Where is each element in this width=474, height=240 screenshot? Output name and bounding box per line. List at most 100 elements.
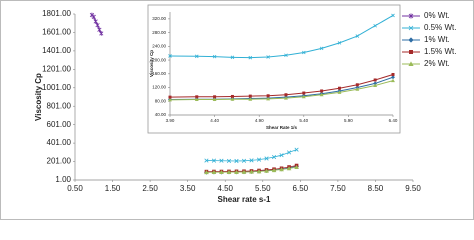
legend-marker [408, 25, 414, 31]
y-tick-label: 1601.00 [42, 28, 71, 37]
y-tick-label: 40.00 [155, 112, 167, 117]
marker [266, 94, 270, 98]
marker [284, 53, 288, 58]
legend-label: 1.5% Wt. [424, 47, 456, 56]
marker [168, 97, 172, 102]
x-tick-label: 6.40 [389, 118, 398, 123]
marker [97, 27, 102, 33]
marker [213, 95, 217, 99]
marker [337, 41, 342, 45]
marker [204, 158, 209, 163]
marker [95, 22, 100, 28]
x-tick-label: 1.50 [105, 184, 121, 193]
x-tick-label: 5.90 [344, 118, 353, 123]
marker [266, 55, 270, 59]
marker [337, 86, 341, 90]
marker [212, 97, 217, 102]
y-tick-label: 801.00 [47, 101, 72, 110]
marker [319, 46, 324, 51]
x-tick-label: 0.50 [67, 184, 83, 193]
marker [391, 78, 395, 83]
marker [248, 55, 253, 60]
marker [302, 50, 306, 55]
y-tick-label: 240.00 [152, 44, 166, 49]
y-tick-label: 1801.00 [42, 9, 71, 18]
y-tick-label: 320.00 [152, 16, 166, 21]
marker [320, 89, 324, 93]
marker [355, 83, 359, 87]
marker [168, 54, 172, 58]
marker [264, 168, 269, 173]
marker [234, 158, 239, 164]
y-tick-label: 601.00 [47, 120, 72, 129]
x-tick-label: 5.40 [299, 118, 308, 123]
marker [226, 169, 232, 174]
y-tick-label: 160.00 [152, 71, 166, 76]
y-tick-label: 401.00 [47, 138, 72, 147]
marker [194, 97, 199, 102]
x-tick-label: 4.40 [210, 118, 219, 123]
legend-marker [408, 37, 414, 43]
marker [279, 153, 284, 158]
marker [248, 97, 253, 101]
legend-marker [408, 13, 414, 19]
x-tick-label: 9.50 [405, 184, 421, 193]
marker [256, 157, 262, 162]
marker [355, 87, 360, 91]
marker [373, 23, 377, 28]
marker [391, 75, 395, 80]
x-tick-label: 7.50 [330, 184, 346, 193]
x-axis-title: Shear Rate 1/s [266, 125, 298, 130]
legend-label: 0.5% Wt. [424, 23, 456, 32]
marker [284, 93, 288, 97]
y-tick-label: 201.00 [47, 157, 72, 166]
x-tick-label: 3.50 [180, 184, 196, 193]
legend-label: 0% Wt. [424, 11, 450, 20]
y-tick-label: 120.00 [152, 85, 166, 90]
marker [249, 169, 254, 174]
marker [230, 94, 234, 98]
marker [248, 94, 252, 98]
marker [241, 158, 247, 163]
y-tick-label: 1001.00 [42, 83, 71, 92]
legend-marker [408, 61, 414, 66]
legend-label: 2% Wt. [424, 59, 450, 68]
marker [337, 90, 342, 94]
marker [234, 169, 239, 174]
marker [373, 78, 377, 82]
marker [194, 54, 199, 59]
marker [211, 158, 217, 163]
marker [230, 97, 235, 101]
marker [264, 156, 269, 161]
chart: 1.00 201.00 401.00 601.00 801.00 1001.00 1201.… [0, 0, 474, 220]
marker [91, 14, 96, 20]
x-tick-label: 2.50 [142, 184, 158, 193]
marker [211, 169, 217, 175]
marker [249, 158, 254, 163]
y-tick-label: 200.00 [152, 57, 166, 62]
marker [373, 83, 378, 87]
marker [204, 170, 209, 175]
marker [219, 158, 224, 163]
marker [355, 34, 360, 38]
marker [302, 91, 306, 95]
y-tick-label: 1201.00 [42, 64, 71, 73]
marker [279, 167, 284, 172]
marker [230, 55, 235, 60]
marker [168, 95, 172, 99]
x-tick-label: 4.50 [217, 184, 233, 193]
inset-frame [147, 4, 401, 134]
marker [286, 166, 292, 171]
x-tick-label: 4.90 [255, 118, 264, 123]
marker [195, 95, 199, 99]
y-axis-title: Viscosity Cp [34, 73, 43, 121]
marker [301, 94, 306, 99]
y-tick-label: 80.00 [155, 98, 167, 103]
y-tick-label: 1.00 [55, 175, 71, 184]
marker [391, 13, 395, 18]
x-tick-label: 3.90 [166, 118, 175, 123]
marker [93, 19, 98, 24]
marker [286, 150, 292, 155]
x-tick-label: 5.50 [255, 184, 271, 193]
y-tick-label: 1401.00 [42, 46, 71, 55]
